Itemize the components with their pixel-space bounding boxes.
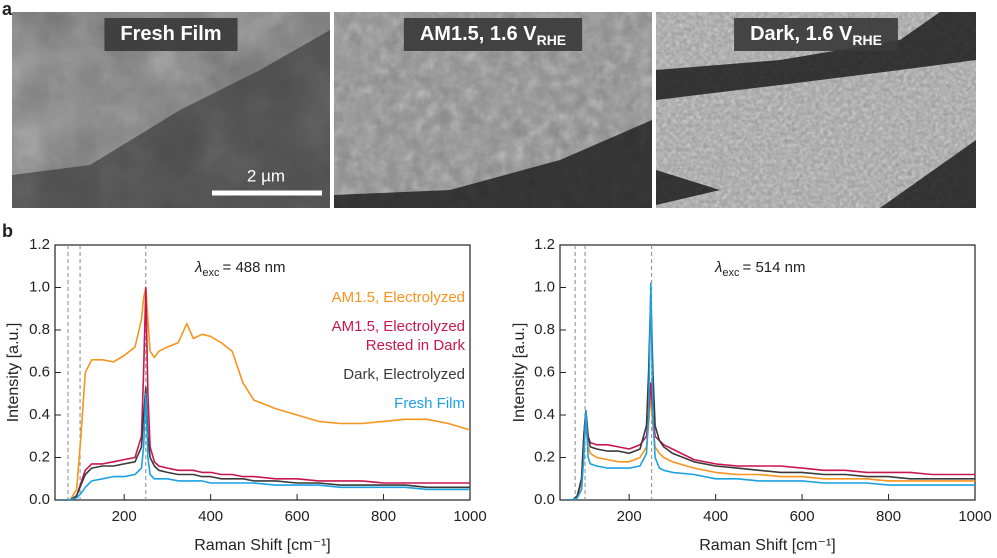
series-line [59, 393, 470, 500]
image-label-text: Fresh Film [120, 23, 221, 45]
x-tick-label: 200 [112, 508, 137, 525]
panel-label: a [2, 0, 13, 19]
y-tick-label: 1.0 [29, 278, 50, 295]
series-group [564, 282, 975, 500]
annotation: λexc = 514 nm [714, 259, 805, 279]
label-box [403, 18, 583, 51]
y-tick-label: 0.2 [534, 448, 555, 465]
text-part: Dark, 1.6 V [750, 23, 853, 45]
text-part: RHE [537, 32, 567, 48]
image-label: Fresh Film [104, 18, 238, 51]
y-tick-label: 0.8 [29, 321, 50, 338]
legend-entry: Dark, Electrolyzed [343, 366, 465, 383]
series-line [59, 286, 470, 500]
label-box [104, 18, 238, 51]
scale-bar-label: 2 µm [247, 166, 285, 185]
annotation: λexc = 488 nm [194, 259, 285, 279]
text-part: = 488 nm [223, 259, 286, 276]
series-line [564, 293, 975, 500]
sem-shadow [12, 30, 330, 208]
y-tick-label: 1.0 [534, 278, 555, 295]
y-tick-label: 1.2 [29, 236, 50, 253]
x-tick-label: 1000 [453, 508, 486, 525]
text-part: = 514 nm [743, 259, 806, 276]
image-label: Dark, 1.6 VRHE [734, 18, 898, 51]
sem-shadow [656, 12, 976, 100]
x-axis-label: Raman Shift [cm⁻¹] [194, 537, 330, 554]
sem-shadow [334, 120, 652, 208]
y-tick-label: 0.2 [29, 448, 50, 465]
label-box [734, 18, 898, 51]
sem-shadow [656, 140, 976, 208]
text-part: exc [202, 267, 220, 279]
series-line [564, 393, 975, 500]
y-tick-label: 0.8 [534, 321, 555, 338]
series-line [59, 286, 470, 500]
text-part: λ [714, 259, 722, 276]
x-tick-label: 1000 [958, 508, 991, 525]
legend-entry: AM1.5, Electrolyzed [332, 289, 465, 306]
x-tick-label: 400 [198, 508, 223, 525]
y-tick-label: 0.4 [534, 406, 555, 423]
series-group [59, 286, 470, 500]
x-tick-label: 600 [790, 508, 815, 525]
y-tick-label: 1.2 [534, 236, 555, 253]
y-tick-label: 0.6 [534, 363, 555, 380]
y-tick-label: 0.6 [29, 363, 50, 380]
x-tick-label: 800 [371, 508, 396, 525]
text-part: λ [194, 259, 202, 276]
series-line [564, 382, 975, 500]
image-label-text: AM1.5, 1.6 VRHE [420, 23, 566, 47]
text-part: Fresh Film [120, 23, 221, 45]
y-axis-label: Intensity [a.u.] [511, 323, 528, 423]
y-tick-label: 0.0 [29, 491, 50, 508]
legend-entry: Fresh Film [394, 395, 465, 412]
x-tick-label: 400 [703, 508, 728, 525]
image-label: AM1.5, 1.6 VRHE [403, 18, 583, 51]
y-axis-label: Intensity [a.u.] [5, 323, 22, 423]
image-label-text: Dark, 1.6 VRHE [750, 23, 882, 47]
sem-images: 2 µm [12, 12, 976, 208]
text-part: exc [722, 267, 740, 279]
series-line [564, 282, 975, 500]
series-line [59, 386, 470, 500]
text-part: RHE [852, 32, 882, 48]
y-tick-label: 0.0 [534, 491, 555, 508]
x-tick-label: 200 [617, 508, 642, 525]
x-axis-label: Raman Shift [cm⁻¹] [699, 537, 835, 554]
y-tick-label: 0.4 [29, 406, 50, 423]
x-tick-label: 600 [285, 508, 310, 525]
text-part: AM1.5, 1.6 V [420, 23, 537, 45]
panel-label: b [2, 221, 13, 241]
legend-entry: AM1.5, Electrolyzed Rested in Dark [332, 318, 466, 354]
x-tick-label: 800 [876, 508, 901, 525]
